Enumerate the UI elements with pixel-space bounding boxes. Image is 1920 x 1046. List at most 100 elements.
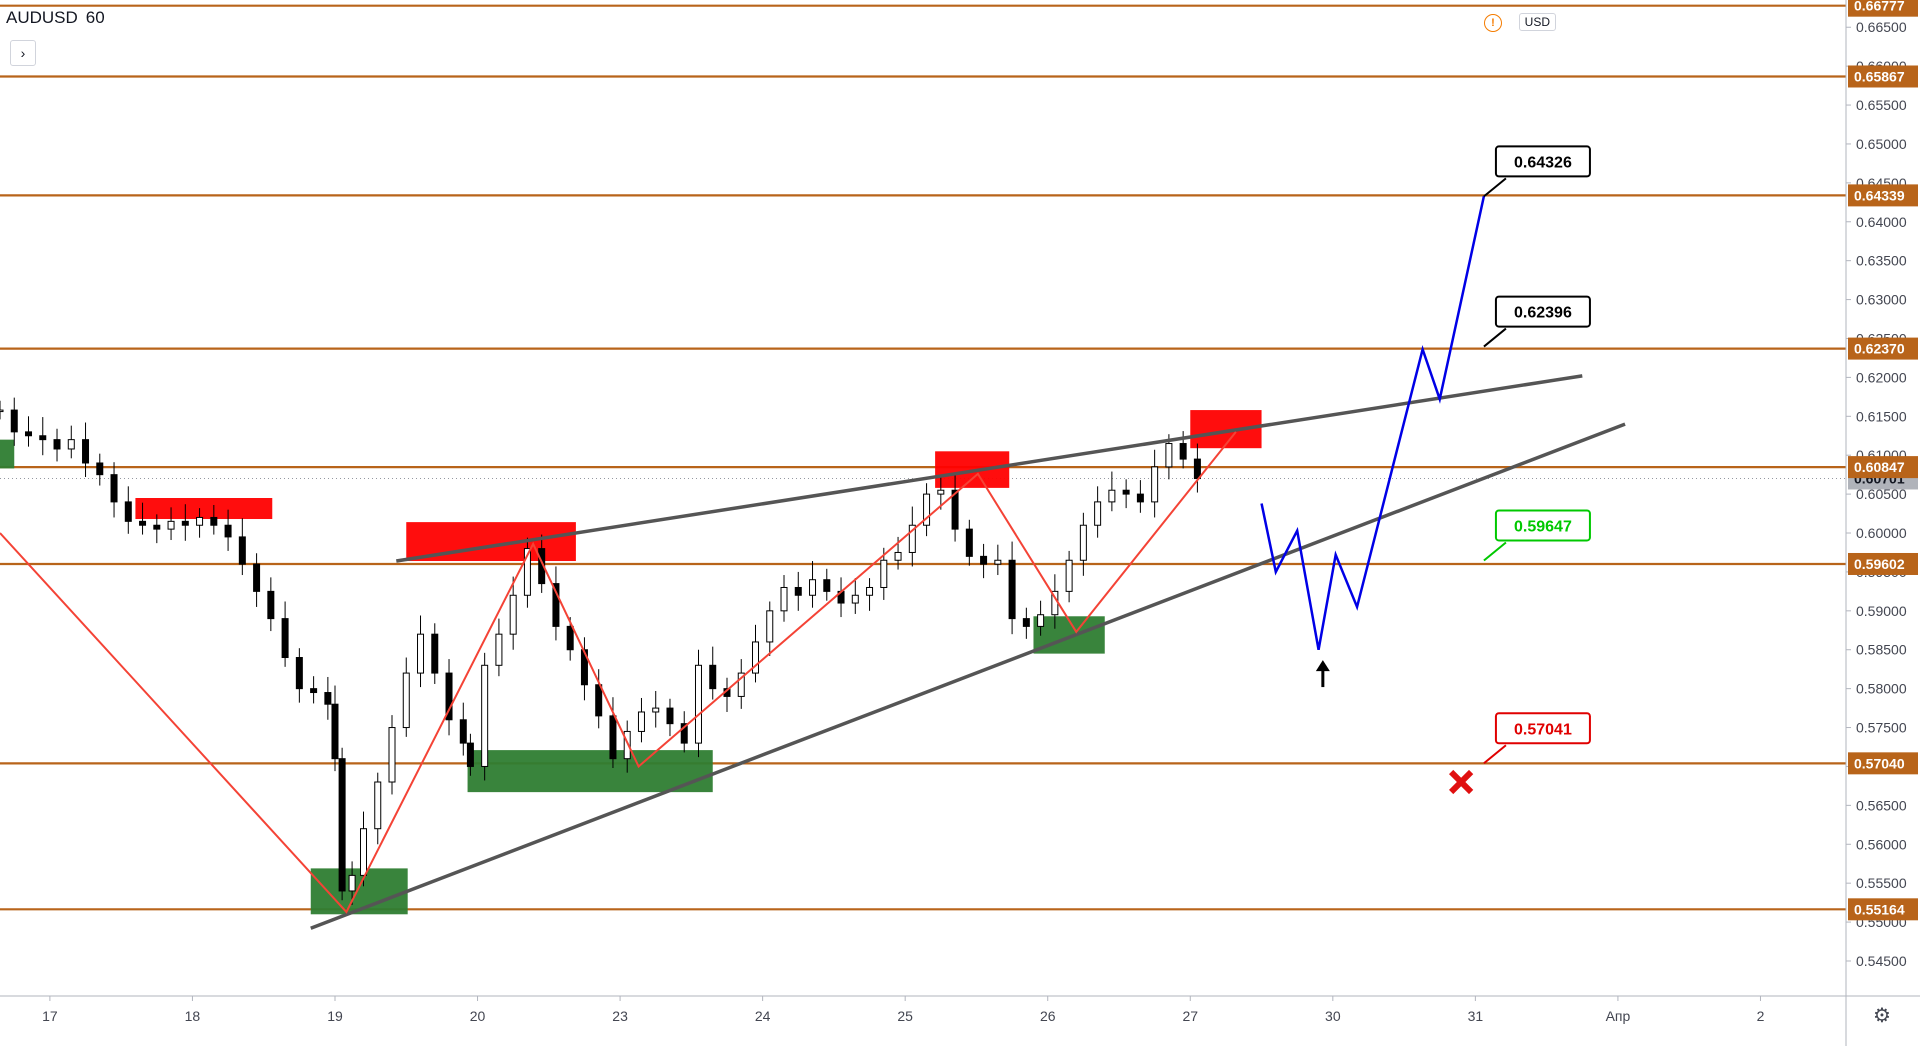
currency-badge[interactable]: USD bbox=[1518, 13, 1556, 31]
candle-body bbox=[466, 742, 474, 767]
target-label: 0.62396 bbox=[1514, 305, 1572, 322]
settings-gear-icon[interactable]: ⚙ bbox=[1873, 1005, 1891, 1027]
candle-body bbox=[417, 633, 425, 674]
candle-body bbox=[509, 594, 517, 635]
price-axis[interactable]: 0.545000.550000.555000.560000.565000.570… bbox=[1845, 0, 1918, 1046]
candle-body bbox=[82, 439, 90, 464]
time-tick-label: 19 bbox=[327, 1008, 343, 1024]
candle-body bbox=[752, 641, 760, 674]
candle-body bbox=[908, 524, 916, 553]
candle-body bbox=[666, 707, 674, 725]
level-price-label: 0.59602 bbox=[1854, 556, 1905, 572]
symbol-name: AUDUSD bbox=[6, 8, 78, 27]
price-tick-label: 0.58000 bbox=[1856, 681, 1907, 697]
time-tick-label: 27 bbox=[1182, 1008, 1198, 1024]
candle-body bbox=[67, 439, 75, 450]
candle-body bbox=[310, 688, 318, 694]
candle-body bbox=[595, 684, 603, 717]
candle-body bbox=[348, 874, 356, 892]
target-pointer bbox=[1483, 541, 1507, 562]
candle-body bbox=[267, 590, 275, 620]
candle-body bbox=[181, 520, 189, 526]
price-tick-label: 0.65500 bbox=[1856, 97, 1907, 113]
candle-body bbox=[623, 730, 631, 760]
level-price-label: 0.64339 bbox=[1854, 187, 1905, 203]
time-axis[interactable]: 17 18 19 20 23 24 25 26 27 30 31 Апр 2 bbox=[0, 995, 1920, 1024]
candle-body bbox=[965, 528, 973, 557]
time-tick-label: 2 bbox=[1757, 1008, 1765, 1024]
price-tick-label: 0.64000 bbox=[1856, 214, 1907, 230]
projected-path[interactable] bbox=[1260, 195, 1486, 650]
target-callout[interactable] bbox=[1494, 145, 1591, 178]
candle-body bbox=[923, 493, 931, 526]
target-pointer bbox=[1483, 177, 1507, 198]
candle-body bbox=[709, 664, 717, 690]
candle-body bbox=[1193, 458, 1201, 480]
candle-body bbox=[637, 711, 645, 732]
time-tick-label: 31 bbox=[1468, 1008, 1484, 1024]
candle-body bbox=[694, 664, 702, 744]
zigzag-pattern[interactable] bbox=[0, 431, 1237, 914]
candle-body bbox=[1165, 443, 1173, 468]
candle-body bbox=[124, 501, 132, 522]
candle-body bbox=[253, 563, 261, 592]
price-tick-label: 0.57500 bbox=[1856, 720, 1907, 736]
target-labels[interactable]: 0.64326 0.62396 0.59647 0.57041 bbox=[1483, 145, 1591, 765]
invalidation-cross-icon bbox=[1448, 769, 1474, 795]
candle-body bbox=[523, 548, 531, 596]
candle-body bbox=[737, 672, 745, 697]
candle-body bbox=[402, 672, 410, 729]
demand-zone[interactable] bbox=[467, 750, 713, 793]
price-tick-label: 0.60500 bbox=[1856, 486, 1907, 502]
level-price-label: 0.65867 bbox=[1854, 68, 1905, 84]
candle-body bbox=[780, 586, 788, 612]
candle-body bbox=[1108, 489, 1116, 503]
target-callout[interactable] bbox=[1494, 712, 1591, 745]
time-tick-label: 26 bbox=[1040, 1008, 1056, 1024]
time-tick-label: 24 bbox=[755, 1008, 771, 1024]
candle-body bbox=[374, 781, 382, 830]
price-tick-label: 0.54500 bbox=[1856, 953, 1907, 969]
candle-body bbox=[1122, 489, 1130, 495]
candle-body bbox=[580, 649, 588, 686]
target-label: 0.64326 bbox=[1514, 154, 1572, 171]
level-price-label: 0.66777 bbox=[1854, 0, 1905, 14]
level-price-label: 0.60847 bbox=[1854, 459, 1905, 475]
target-callout[interactable] bbox=[1494, 295, 1591, 328]
drawings[interactable] bbox=[0, 195, 1626, 930]
supply-demand-zones[interactable] bbox=[0, 410, 1262, 915]
candle-body bbox=[167, 520, 175, 530]
level-price-badge bbox=[1848, 0, 1918, 17]
candle-body bbox=[980, 555, 988, 565]
candle-body bbox=[39, 435, 47, 441]
trend-line[interactable] bbox=[396, 374, 1583, 563]
candle-body bbox=[794, 586, 802, 596]
candle-body bbox=[851, 594, 859, 604]
demand-zone[interactable] bbox=[310, 868, 408, 915]
price-tick-label: 0.56500 bbox=[1856, 797, 1907, 813]
candle-body bbox=[766, 610, 774, 643]
demand-zone[interactable] bbox=[0, 439, 15, 469]
supply-zone[interactable] bbox=[135, 498, 273, 520]
candle-body bbox=[445, 672, 453, 721]
candle-body bbox=[937, 489, 945, 495]
target-callout[interactable] bbox=[1494, 509, 1591, 542]
price-tick-label: 0.62000 bbox=[1856, 369, 1907, 385]
time-tick-label: 25 bbox=[897, 1008, 913, 1024]
candle-body bbox=[1136, 493, 1144, 503]
horizontal-levels[interactable] bbox=[0, 4, 1846, 911]
candle-body bbox=[224, 524, 232, 538]
expand-legend-button[interactable]: › bbox=[10, 40, 36, 66]
alert-icon[interactable]: ! bbox=[1484, 14, 1502, 32]
level-price-badge bbox=[1848, 456, 1918, 479]
price-tick-label: 0.55500 bbox=[1856, 875, 1907, 891]
candle-body bbox=[10, 409, 18, 433]
candle-body bbox=[139, 520, 147, 526]
trend-line[interactable] bbox=[310, 422, 1626, 930]
time-tick-label: Апр bbox=[1606, 1008, 1631, 1024]
candle-body bbox=[196, 516, 204, 526]
candle-body bbox=[1094, 501, 1102, 526]
candle-body bbox=[809, 579, 817, 596]
level-price-badge bbox=[1848, 337, 1918, 360]
